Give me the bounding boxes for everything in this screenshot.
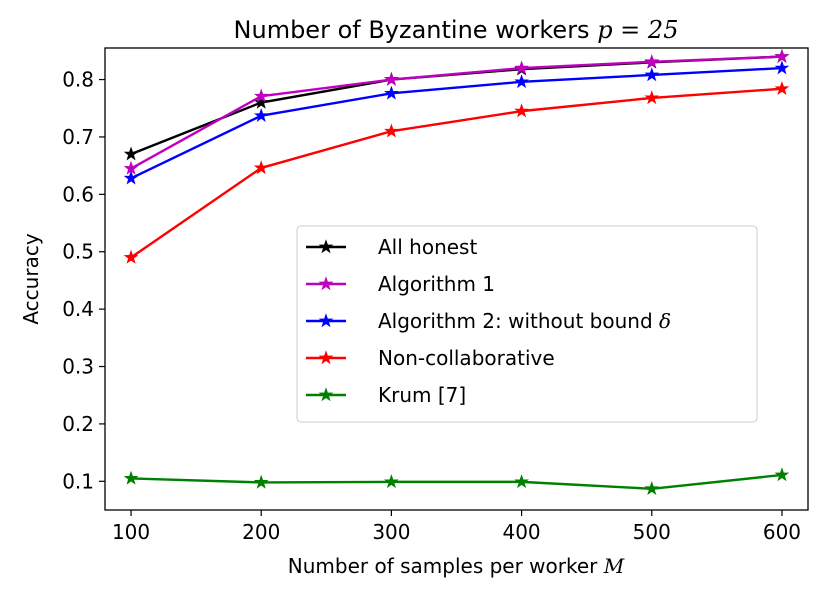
data-point	[123, 146, 139, 161]
x-tick-label: 300	[372, 520, 410, 544]
data-point	[123, 249, 139, 264]
data-point	[514, 60, 529, 75]
x-tick-label: 200	[242, 520, 280, 544]
data-point	[253, 474, 269, 489]
data-point	[384, 71, 399, 86]
chart-title: Number of Byzantine workers p = 25	[234, 16, 679, 44]
legend-label: Non-collaborative	[378, 346, 555, 370]
y-tick-label: 0.6	[62, 182, 94, 206]
series-line	[131, 473, 783, 490]
legend-swatch-marker	[318, 313, 334, 328]
legend-swatch-marker	[318, 350, 334, 365]
data-point	[774, 48, 790, 63]
legend-box	[296, 225, 758, 423]
x-tick-label: 500	[633, 520, 671, 544]
data-point	[123, 470, 139, 485]
series-non-collaborative	[123, 81, 790, 264]
legend-entry-non-collaborative: Non-collaborative	[306, 346, 555, 370]
series-all-honest	[123, 48, 790, 161]
data-point	[384, 85, 399, 100]
data-point	[253, 94, 269, 109]
y-axis-label: Accuracy	[19, 233, 43, 324]
x-tick-label: 600	[763, 520, 801, 544]
series-algorithm-2-without-bound	[123, 60, 790, 185]
data-point	[253, 160, 269, 175]
legend-entry-algorithm-2-without-bound: Algorithm 2: without bound δ	[306, 309, 671, 333]
series-line	[130, 55, 783, 170]
series-line	[130, 55, 783, 156]
x-tick-label: 100	[112, 520, 150, 544]
y-tick-label: 0.1	[62, 469, 94, 493]
legend-entry-krum-7: Krum [7]	[306, 383, 466, 407]
series-line	[130, 87, 783, 259]
legend-entry-algorithm-1: Algorithm 1	[306, 272, 495, 296]
ticks-layer: 100 200 300 400 500 600 0.1 0.2 0.3 0.4 0.5 0.6 0.7 0…	[62, 68, 801, 544]
data-point	[123, 170, 139, 185]
series-krum-7	[123, 467, 790, 496]
legend-label: Krum [7]	[378, 383, 466, 407]
legend-swatch-marker	[318, 276, 334, 291]
data-point	[644, 90, 660, 105]
y-tick-label: 0.3	[62, 355, 94, 379]
x-tick-label: 400	[502, 520, 540, 544]
legend-label: Algorithm 1	[378, 272, 495, 296]
series-algorithm-1	[123, 48, 790, 175]
legend-label: Algorithm 2: without bound δ	[378, 309, 671, 333]
y-tick-label: 0.8	[62, 68, 94, 92]
legend-swatch-marker	[318, 239, 334, 254]
data-point	[774, 81, 790, 95]
data-point	[253, 88, 269, 103]
series-layer	[123, 48, 790, 496]
data-point	[514, 474, 529, 489]
legend-swatch-marker	[318, 387, 334, 402]
data-point	[644, 54, 660, 69]
data-point	[644, 67, 660, 82]
data-point	[514, 74, 529, 89]
legend: All honest Algorithm 1 Algorithm 2: withou…	[296, 225, 758, 423]
plot-area-frame	[104, 47, 809, 511]
data-point	[384, 474, 399, 489]
data-point	[774, 467, 790, 482]
series-line	[130, 66, 783, 180]
y-tick-label: 0.5	[62, 240, 94, 264]
data-point	[384, 123, 399, 138]
y-tick-label: 0.4	[62, 297, 94, 321]
legend-entry-all-honest: All honest	[306, 235, 477, 259]
x-axis-label: Number of samples per worker M	[288, 554, 625, 578]
data-point	[514, 103, 529, 118]
y-tick-label: 0.2	[62, 412, 94, 436]
data-point	[253, 108, 269, 122]
data-point	[644, 481, 660, 496]
y-tick-label: 0.7	[62, 125, 94, 149]
legend-label: All honest	[378, 235, 477, 259]
data-point	[774, 60, 790, 75]
